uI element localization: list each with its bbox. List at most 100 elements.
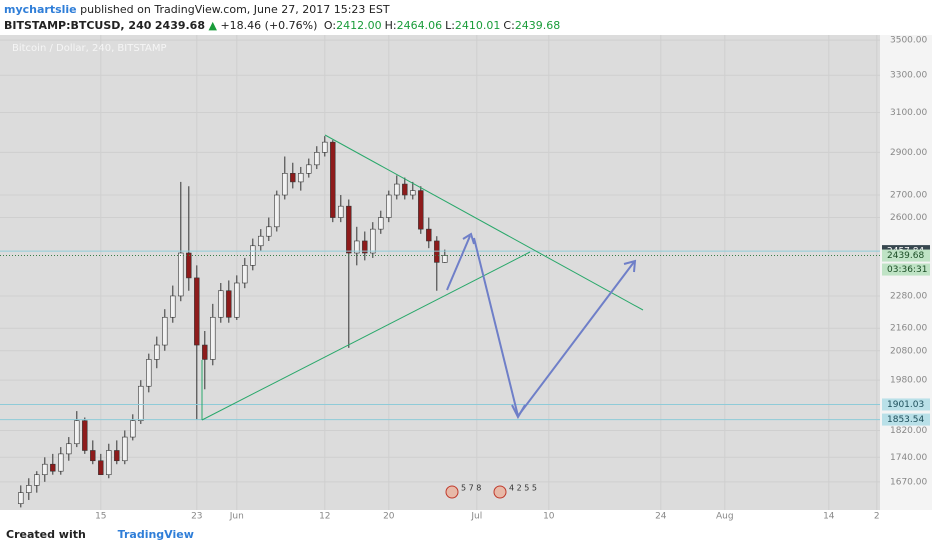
brand[interactable]: TradingView [117,528,194,541]
candle-body [130,420,136,438]
candle-body [394,183,400,196]
candle-body [346,205,352,254]
candle-body [354,240,360,254]
y-tick-label: 2160.00 [890,324,927,334]
symbol: BITSTAMP:BTCUSD, 240 [4,19,152,32]
drawings [201,134,644,421]
candle-body [170,295,176,318]
event-icon [445,485,459,499]
x-tick-label: Jun [229,512,244,522]
candle-body [218,290,224,318]
candle-body [34,474,40,486]
ohlc: O:2412.00 H:2464.06 L:2410.01 C:2439.68 [321,19,560,32]
candle-body [74,420,80,445]
candle-body [426,228,432,242]
candle-body [242,265,248,284]
ohlc-value: 2412.00 [336,19,382,32]
candle-body [274,194,280,228]
y-tick-label: 1980.00 [890,376,927,386]
candle-body [234,282,240,318]
candle-body [58,453,64,472]
arrow: ▲ [208,19,217,32]
ohlc-label: C: [503,19,515,32]
candle-body [314,152,320,166]
candle-body [90,450,96,462]
price-tag: 2439.68 [887,251,924,261]
countdown-bg [882,263,930,276]
candle-body [282,173,288,196]
candle-body [154,344,160,360]
y-tick-label: 3100.00 [890,108,927,118]
candle-body [386,194,392,218]
x-tick-label: 14 [823,512,835,522]
event-label: 5 7 8 [461,484,481,493]
price-tag-bg [882,398,930,411]
resistance-trendline [324,134,644,311]
created-with: Created with [6,528,86,541]
candle-body [322,141,328,153]
candle-body [442,255,448,263]
candle-body [42,463,48,476]
candle-body [402,183,408,196]
candle-body [210,316,216,360]
x-tick-label: 15 [95,512,106,522]
y-tick-label: 3500.00 [890,36,927,46]
ohlc-value: 2464.06 [396,19,443,32]
candle-body [66,443,72,455]
price-tag: 1853.54 [887,415,924,425]
candle-body [418,190,424,230]
publish-line: mychartslie published on TradingView.com… [4,3,390,16]
x-tick-label: 20 [383,512,395,522]
arrow-head [623,259,637,273]
arrow-head [511,404,526,420]
y-tick-label: 2280.00 [890,291,927,301]
candle-body [82,420,88,451]
y-tick-label: 1740.00 [890,453,927,463]
arrow-head [462,232,475,245]
ohlc-value: 2410.01 [454,19,501,32]
candle-body [410,190,416,196]
candle-body [306,164,312,174]
candle-body [338,205,344,218]
x-tick-label: 23 [191,512,202,522]
candle-body [266,226,272,237]
author[interactable]: mychartslie [4,3,77,16]
ohlc-value: 2439.68 [514,19,561,32]
chart: Bitcoin / Dollar, 240, BITSTAMP 3500.00 3… [0,35,932,522]
change: +18.46 (+0.76%) [220,19,318,32]
candle-body [378,217,384,230]
candle-body [298,173,304,183]
price-tag: 1901.03 [887,400,924,410]
candle-body [258,235,264,247]
x-tick-label: Aug [716,512,734,522]
candle-body [370,228,376,254]
y-tick-label: 2600.00 [890,213,927,223]
x-tick-label: 12 [319,512,330,522]
plot-bg [0,35,880,510]
y-tick-label: 3300.00 [890,71,927,81]
y-tick-label: 2080.00 [890,346,927,356]
y-tick-label: 2900.00 [890,148,927,158]
candle-body [226,290,232,318]
x-tick-label: Jul [470,512,482,522]
y-tick-label: 1820.00 [890,426,927,436]
candle-body [106,450,112,476]
price-tag-bg [882,249,930,262]
ohlc-label: L: [445,19,455,32]
candle-body [202,344,208,360]
candle-body [178,252,184,297]
candle-body [330,141,336,218]
candle-body [362,240,368,254]
candle-body [114,450,120,462]
price-tag-bg [882,413,930,426]
x-tick-label: 24 [655,512,667,522]
published: published on TradingView.com, June 27, 2… [80,3,390,16]
event-icon [493,485,507,499]
candle-body [50,463,56,472]
y-tick-label: 2700.00 [890,191,927,201]
support-trendline [201,251,531,421]
ohlc-label: O: [323,19,337,32]
candle-body [434,240,440,263]
x-tick-label: 2 [874,512,880,522]
